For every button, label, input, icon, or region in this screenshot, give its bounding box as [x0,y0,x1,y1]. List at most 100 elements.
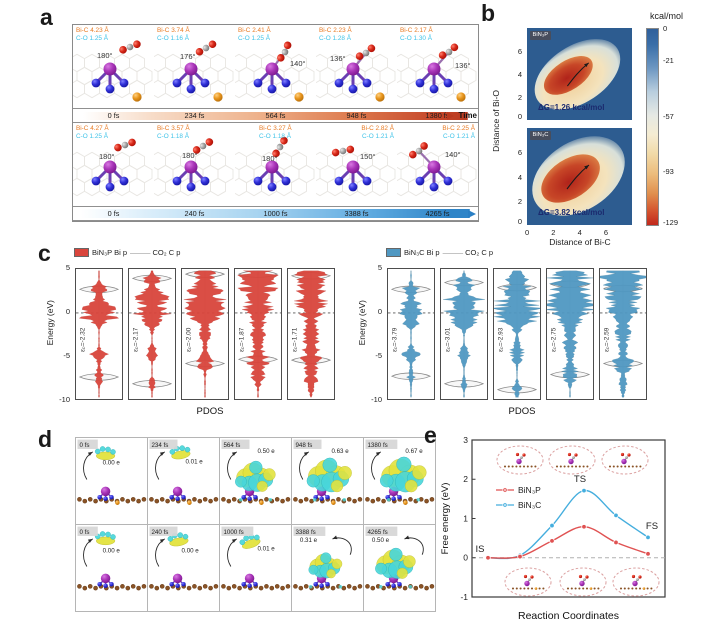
n-atom [109,495,114,500]
charge-snapshot-cell: 0 fs 0.00 e [76,438,148,525]
bi-atom [103,160,117,174]
o-atom [355,52,364,60]
e-legend-label: BiN₃C [518,500,541,510]
substrate-atom [149,497,154,502]
n-atom [97,582,102,587]
bi-c-distance-label: Bi-C 4.27 Å [76,125,109,132]
n-atom [103,496,108,502]
data-point-marker [581,524,587,530]
charge-snapshot: 564 fs 0.50 e [221,439,291,505]
substrate-atom [280,585,285,591]
time-tick-label: 948 fs [346,111,367,120]
timestamp-chip [77,526,98,536]
bi-atom [100,573,111,584]
substrate-atom [298,585,304,591]
timestamp-chip [149,526,178,536]
charge-snapshot: 3388 fs0.31 e [293,526,363,591]
pdos-curve: εₚ=-3.01 [441,270,487,398]
intermediate-structure-inset [504,567,552,597]
c-y-tick-label: 0 [377,307,382,316]
data-point-marker [549,522,555,529]
molecule-structure: 136° [397,43,477,102]
substrate-atom [125,585,131,591]
substrate-atom [213,497,219,502]
charge-isosurface-co2 [167,532,189,547]
legend-line-sample: ——— [130,248,150,257]
n-atom [325,495,330,500]
substrate-atom [159,497,165,502]
panel-e-label: e [424,422,437,448]
e-y-tick-label: 2 [463,474,468,484]
md-snapshot-frame: Bi-C 3.57 Å C-O 1.18 Å 180° [154,123,235,206]
ts-label: TS [574,474,586,485]
co2-molecule [409,142,428,159]
o-atom [283,41,292,50]
b-y-tick-label: 0 [517,112,522,121]
pdos-curve: εₚ=-2.75 [547,270,593,398]
charge-snapshot-cell: 234 fs 0.01 e [148,438,220,525]
timestamp-chip [221,526,254,536]
timestamp-label: 4265 fs [367,529,387,536]
b-y-tick-label: 6 [517,148,522,158]
o-atom [272,149,280,158]
substrate-atom [197,585,203,591]
electron-transfer-arrow [371,451,381,480]
md-snapshot-frame: Bi-C 3.74 Å C-O 1.16 Å 176° [154,25,235,108]
epsilon-p-label: εₚ=-2.00 [186,327,193,352]
e-y-axis-label: Free energy (eV) [440,483,451,555]
c-o-distance-label: C-O 1.28 Å [319,34,351,42]
substrate-atom [149,584,154,589]
co2-molecule [119,40,141,54]
charge-isosurface-surface [235,460,276,502]
n-atom [415,78,425,88]
timestamp-label: 240 fs [151,529,168,536]
o-atom [119,46,127,54]
data-point-marker [613,539,619,546]
bi-p-dos [600,270,646,398]
substrate-atom [269,585,275,591]
substrate-atom [197,498,203,504]
substrate-atom [429,584,435,589]
pdos-group-binc: BiN₃C Bi p ——— CO₂ C p Energy (eV) 5 0 -5 -10 εₚ… [356,246,668,426]
substrate-atom [226,585,232,591]
electron-transfer-arrow [83,451,93,480]
c-y-tick-label: 5 [377,263,382,272]
substrate-atom [120,497,125,502]
bi-atom [427,160,441,174]
n-atom [253,495,258,500]
charge-snapshot: 0 fs 0.00 e [77,526,147,591]
arrowhead [303,451,309,456]
colorbar-tick-label: 0 [663,24,668,33]
arrowhead [584,165,589,170]
epsilon-p-label: εₚ=-1.71 [292,327,299,352]
bi-atom [172,486,183,497]
c-y-tick-label: 5 [65,263,70,272]
pdos-curve: εₚ=-1.71 [288,270,334,398]
substrate-atom [165,498,170,504]
intermediate-structure-inset [559,567,607,597]
b-y-tick-label: 6 [517,47,522,56]
substrate-atom [330,585,336,591]
substrate-atom [303,497,309,502]
md-trajectory-row-binc: Bi-C 4.27 Å C-O 1.25 Å 180° Bi-C 3.57 Å C-O … [73,123,478,206]
legend-swatch [386,248,401,257]
substrate-atom [154,498,160,504]
substrate-atom [352,585,357,591]
c-atom [445,48,453,56]
timestamp-chip [221,439,250,449]
arrowhead [231,451,237,456]
charge-snapshot: 948 fs 0.63 e [293,439,363,505]
electron-transfer-arrow [227,538,237,567]
n-atom [200,78,210,88]
bi-p-dos [294,270,328,398]
timestamp-label: 234 fs [151,442,168,449]
timestamp-label: 0 fs [79,529,89,536]
charge-snapshot: 240 fs 0.00 e [149,526,219,591]
b-y-axis-label: Distance of Bi-O [491,90,501,152]
substrate-atom [264,497,269,502]
charge-snapshot-cell: 948 fs 0.63 e [292,438,364,525]
n-atom [172,78,182,88]
e-y-tick-label: -1 [460,592,468,602]
substrate-atom [274,584,280,589]
